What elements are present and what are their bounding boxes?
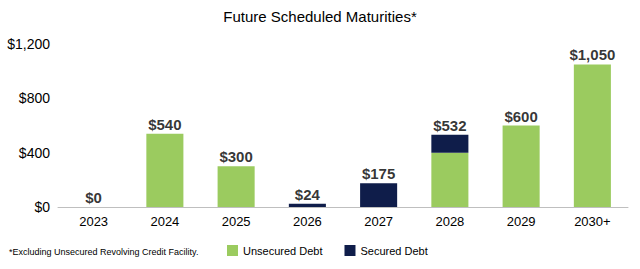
svg-text:$1,200: $1,200 [7, 36, 50, 52]
svg-text:Unsecured Debt: Unsecured Debt [243, 245, 323, 257]
svg-text:$175: $175 [362, 165, 395, 182]
svg-text:2023: 2023 [79, 214, 108, 229]
svg-text:$300: $300 [219, 148, 252, 165]
svg-text:$0: $0 [85, 189, 102, 206]
svg-text:2027: 2027 [364, 214, 393, 229]
svg-text:$532: $532 [433, 117, 466, 134]
svg-text:2028: 2028 [435, 214, 464, 229]
svg-text:$800: $800 [19, 90, 50, 106]
svg-text:Future Scheduled Maturities*: Future Scheduled Maturities* [223, 8, 417, 25]
svg-text:$0: $0 [34, 199, 50, 215]
svg-text:2029: 2029 [507, 214, 536, 229]
svg-text:2026: 2026 [293, 214, 322, 229]
svg-text:2025: 2025 [222, 214, 251, 229]
svg-text:2030+: 2030+ [574, 214, 611, 229]
svg-text:Secured Debt: Secured Debt [360, 245, 427, 257]
svg-text:$400: $400 [19, 145, 50, 161]
svg-text:*Excluding Unsecured Revolving: *Excluding Unsecured Revolving Credit Fa… [9, 247, 198, 257]
svg-text:$24: $24 [295, 186, 321, 203]
svg-text:$1,050: $1,050 [569, 46, 615, 63]
svg-text:2024: 2024 [150, 214, 179, 229]
svg-text:$600: $600 [504, 108, 537, 125]
svg-text:$540: $540 [148, 116, 181, 133]
